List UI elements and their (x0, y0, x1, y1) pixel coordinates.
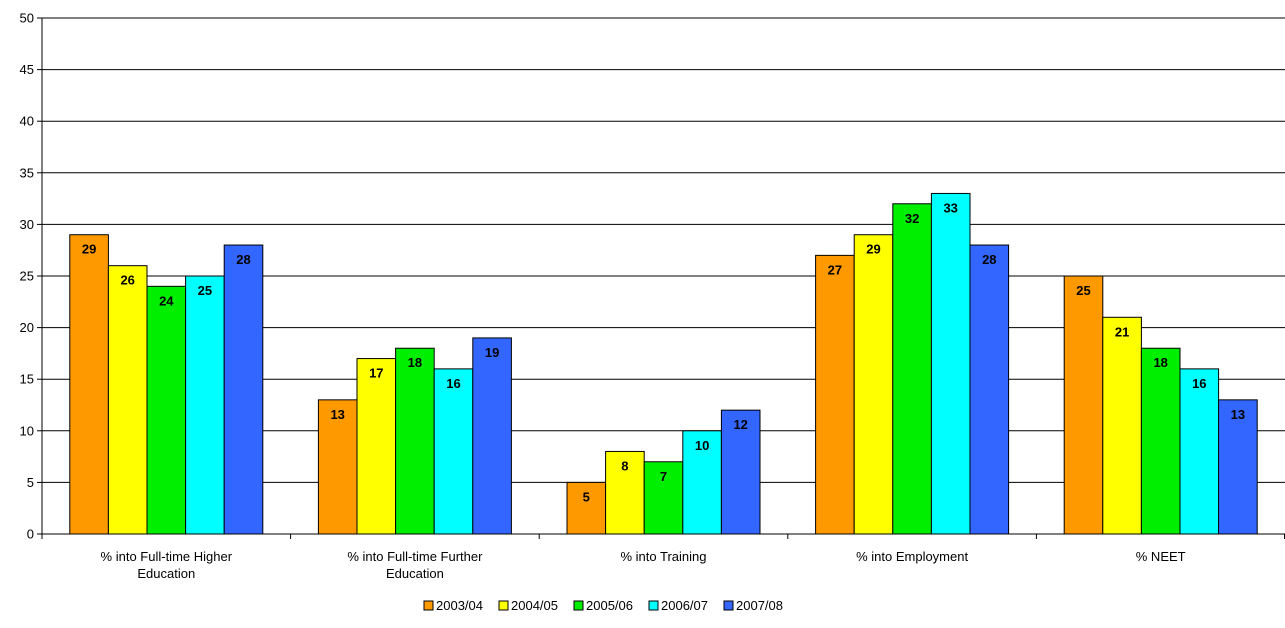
y-tick-label: 50 (20, 11, 34, 26)
data-label: 8 (621, 458, 628, 473)
data-label: 10 (695, 438, 709, 453)
x-category-label: % NEET (1136, 549, 1186, 564)
y-tick-label: 20 (20, 320, 34, 335)
data-label: 16 (1192, 376, 1206, 391)
data-label: 18 (1153, 355, 1167, 370)
bar (892, 203, 932, 535)
data-label: 33 (943, 200, 957, 215)
data-label: 26 (120, 273, 134, 288)
bar (185, 275, 225, 535)
data-label: 25 (198, 283, 212, 298)
bar (69, 234, 109, 535)
data-label: 32 (905, 211, 919, 226)
data-label: 5 (583, 489, 590, 504)
data-label: 18 (408, 355, 422, 370)
legend-item: 2006/07 (648, 598, 708, 613)
bar (356, 358, 397, 535)
data-label: 29 (866, 242, 880, 257)
data-label: 27 (828, 262, 842, 277)
legend-swatch (423, 600, 434, 611)
bar (682, 430, 722, 535)
legend-swatch (648, 600, 659, 611)
y-tick-label: 45 (20, 62, 34, 77)
y-tick-label: 25 (20, 269, 34, 284)
data-label: 16 (446, 376, 460, 391)
legend: 2003/04 2004/05 2005/06 2006/07 2007/08 (423, 598, 783, 613)
data-label: 13 (1231, 407, 1245, 422)
legend-label: 2003/04 (436, 598, 483, 613)
data-label: 25 (1076, 283, 1090, 298)
bar (317, 399, 358, 535)
bar (1179, 368, 1220, 535)
x-category-label: % into Full-time Further Education (347, 549, 483, 581)
data-label: 28 (236, 252, 250, 267)
bar (1140, 347, 1181, 535)
bar (643, 461, 684, 535)
data-label: 17 (369, 366, 383, 381)
legend-label: 2006/07 (661, 598, 708, 613)
legend-swatch (723, 600, 734, 611)
legend-label: 2004/05 (511, 598, 558, 613)
data-label: 12 (733, 417, 747, 432)
data-labels: 29 13 5 27 25 26 17 8 29 21 24 18 7 32 18 25 16 10 33 16 28 1… (82, 200, 1245, 504)
data-label: 13 (330, 407, 344, 422)
bar (1063, 275, 1104, 535)
legend-item: 2003/04 (423, 598, 483, 613)
x-category-label: % into Full-time Higher Education (101, 549, 233, 581)
bar (930, 192, 971, 535)
y-tick-label: 5 (27, 475, 34, 490)
data-label: 19 (485, 345, 499, 360)
y-tick-label: 15 (20, 372, 34, 387)
bar (223, 244, 264, 535)
bar (472, 337, 512, 535)
bar (107, 265, 148, 535)
data-label: 28 (982, 252, 996, 267)
legend-swatch (573, 600, 584, 611)
legend-item: 2004/05 (498, 598, 558, 613)
legend-item: 2005/06 (573, 598, 633, 613)
legend-label: 2007/08 (736, 598, 783, 613)
bar (146, 285, 187, 535)
legend-swatch (498, 600, 509, 611)
data-label: 29 (82, 242, 96, 257)
bar (433, 368, 474, 535)
bar (1218, 399, 1258, 535)
bar (969, 244, 1010, 535)
bar (815, 254, 855, 535)
bar (1102, 316, 1142, 535)
data-label: 24 (159, 293, 174, 308)
bar (853, 234, 894, 535)
y-tick-label: 10 (20, 423, 34, 438)
bars (69, 192, 1258, 535)
data-label: 7 (660, 469, 667, 484)
legend-item: 2007/08 (723, 598, 783, 613)
y-tick-label: 40 (20, 114, 34, 129)
x-category-label: % into Employment (856, 549, 968, 564)
axes: 0 5 10 15 20 25 30 35 40 45 50 % into Full-time Hig… (20, 11, 1285, 581)
legend-label: 2005/06 (586, 598, 633, 613)
y-tick-label: 30 (20, 217, 34, 232)
y-tick-label: 0 (27, 527, 34, 542)
bar (395, 347, 435, 535)
y-tick-label: 35 (20, 165, 34, 180)
data-label: 21 (1115, 324, 1129, 339)
x-category-label: % into Training (621, 549, 707, 564)
